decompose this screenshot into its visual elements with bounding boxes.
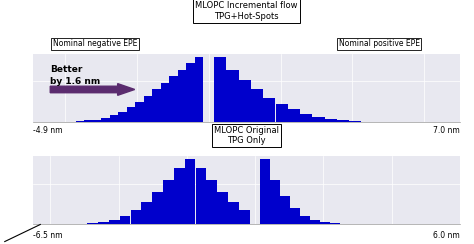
Bar bbox=[186, 63, 195, 122]
Text: Nominal negative EPE: Nominal negative EPE bbox=[53, 40, 137, 48]
Bar bbox=[185, 159, 195, 224]
Bar bbox=[144, 96, 152, 122]
Bar bbox=[312, 117, 325, 122]
Bar bbox=[110, 115, 118, 122]
Bar bbox=[280, 196, 290, 224]
Bar bbox=[127, 107, 135, 122]
Bar bbox=[131, 210, 141, 224]
Bar bbox=[270, 180, 280, 224]
Bar bbox=[153, 90, 161, 122]
Bar bbox=[300, 114, 312, 122]
Bar bbox=[178, 70, 186, 122]
Bar bbox=[93, 120, 101, 122]
Bar bbox=[152, 192, 163, 224]
Bar bbox=[290, 208, 300, 224]
Bar bbox=[141, 202, 152, 224]
Text: -6.5 nm: -6.5 nm bbox=[33, 231, 63, 240]
Bar bbox=[196, 168, 206, 224]
Bar bbox=[239, 210, 250, 224]
Text: -4.9 nm: -4.9 nm bbox=[33, 126, 63, 135]
Bar bbox=[163, 180, 174, 224]
Bar bbox=[161, 83, 169, 122]
Bar bbox=[136, 102, 144, 122]
Bar bbox=[260, 159, 270, 224]
Bar bbox=[320, 223, 330, 224]
Text: 6.0 nm: 6.0 nm bbox=[433, 231, 460, 240]
Text: MLOPC Original
TPG Only: MLOPC Original TPG Only bbox=[214, 126, 279, 145]
Bar bbox=[275, 104, 288, 122]
Bar bbox=[288, 109, 300, 122]
Bar bbox=[195, 57, 203, 122]
Bar bbox=[310, 220, 320, 224]
Bar bbox=[118, 112, 127, 122]
Text: Better
by 1.6 nm: Better by 1.6 nm bbox=[50, 65, 100, 86]
Bar bbox=[169, 76, 178, 122]
Bar bbox=[349, 121, 361, 122]
Text: 7.0 nm: 7.0 nm bbox=[433, 126, 460, 135]
FancyArrow shape bbox=[50, 84, 135, 95]
Bar bbox=[98, 223, 109, 224]
Text: Nominal positive EPE: Nominal positive EPE bbox=[339, 40, 419, 48]
Bar bbox=[101, 118, 110, 122]
Bar bbox=[217, 192, 228, 224]
Bar bbox=[251, 90, 263, 122]
Bar bbox=[263, 98, 275, 122]
Bar bbox=[206, 180, 217, 224]
Bar bbox=[227, 70, 238, 122]
Text: MLOPC Incremental flow
TPG+Hot-Spots: MLOPC Incremental flow TPG+Hot-Spots bbox=[195, 1, 298, 21]
Bar bbox=[337, 120, 349, 122]
Bar bbox=[76, 121, 84, 122]
Bar bbox=[109, 220, 119, 224]
Bar bbox=[228, 202, 239, 224]
Bar bbox=[300, 216, 310, 224]
Bar bbox=[214, 57, 226, 122]
Bar bbox=[325, 119, 337, 122]
Bar bbox=[174, 168, 184, 224]
Bar bbox=[84, 120, 93, 122]
Bar bbox=[120, 216, 130, 224]
Bar bbox=[239, 80, 251, 122]
